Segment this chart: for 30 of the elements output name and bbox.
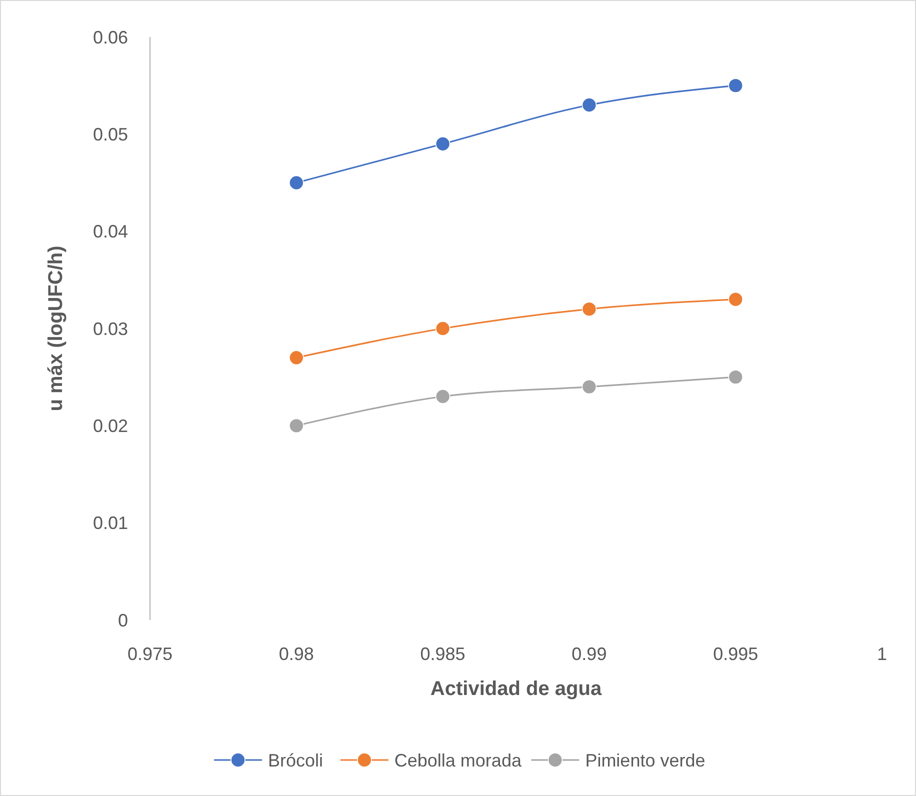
y-tick-label: 0.02 (92, 416, 128, 436)
point (728, 78, 743, 93)
x-tick-label: 0.995 (713, 644, 758, 664)
point (728, 370, 743, 384)
point (435, 389, 450, 404)
y-tick-label: 0 (118, 610, 128, 630)
x-tick-label: 1 (876, 644, 888, 664)
legend-label: Pimiento verde (585, 750, 706, 770)
y-tick-label: 0.03 (92, 318, 128, 339)
point (582, 302, 597, 316)
legend-label: Brócoli (268, 750, 324, 770)
y-tick-label: 0.05 (92, 124, 128, 144)
y-axis-title: u máx (logUFC/h) (45, 246, 67, 412)
y-tick-label: 0.01 (92, 513, 128, 534)
point (435, 136, 450, 152)
point (582, 379, 597, 394)
y-tick-label: 0.04 (92, 222, 128, 242)
x-axis-title: Actividad de agua (430, 678, 602, 700)
point (435, 321, 450, 336)
x-tick-label: 0.99 (572, 644, 607, 664)
legend-label: Cebolla morada (394, 750, 522, 770)
x-tick-label: 0.98 (278, 644, 314, 664)
x-tick-label: 0.975 (127, 644, 173, 664)
point (289, 175, 304, 190)
x-tick-label: 0.985 (420, 644, 466, 664)
point (728, 292, 743, 307)
point (582, 98, 597, 112)
y-tick-label: 0.06 (92, 27, 128, 48)
point (289, 418, 304, 434)
point (289, 350, 304, 366)
